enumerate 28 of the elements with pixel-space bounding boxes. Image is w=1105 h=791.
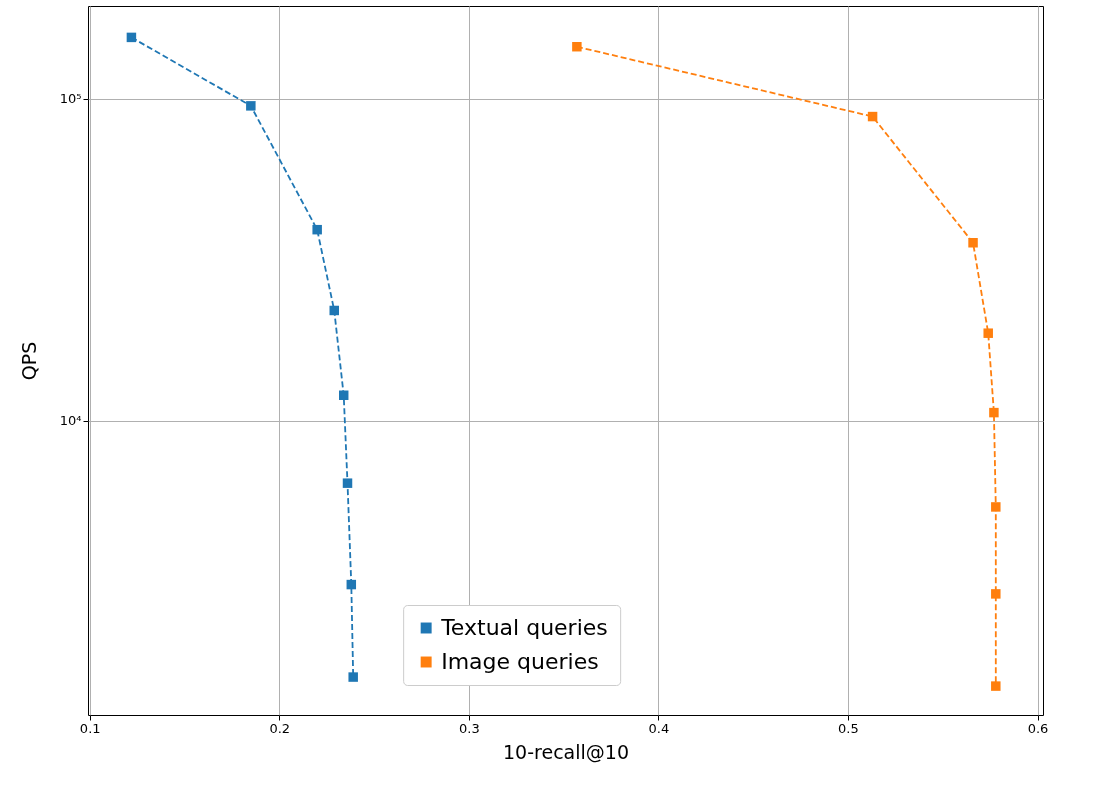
point — [246, 101, 256, 111]
point — [572, 41, 582, 52]
point — [989, 407, 999, 418]
point — [991, 681, 1001, 691]
point — [126, 32, 137, 43]
point — [312, 224, 322, 235]
x-tick-label: 0.5 — [838, 720, 859, 736]
point — [338, 390, 349, 400]
point — [968, 238, 978, 248]
point — [867, 111, 878, 122]
point — [991, 502, 1001, 512]
point — [342, 478, 353, 488]
point — [983, 328, 993, 338]
point — [991, 589, 1001, 599]
x-tick-label: 0.2 — [269, 720, 291, 736]
x-tick-label: 0.4 — [648, 720, 670, 736]
x-tick-label: 0.3 — [458, 720, 480, 736]
point — [346, 579, 357, 590]
x-tick-label: 0.6 — [1027, 720, 1049, 736]
x-tick-label: 0.1 — [79, 720, 101, 736]
point — [329, 305, 339, 316]
x-axis-title: 10-recall@10 — [503, 740, 629, 763]
legend-label: Textual queries — [440, 615, 608, 640]
y-tick-label: 10⁴ — [59, 413, 82, 429]
legend-label: Image queries — [441, 649, 599, 674]
y-axis-title: QPS — [17, 341, 40, 381]
y-tick-label: 10⁵ — [59, 91, 82, 107]
point — [348, 672, 358, 682]
